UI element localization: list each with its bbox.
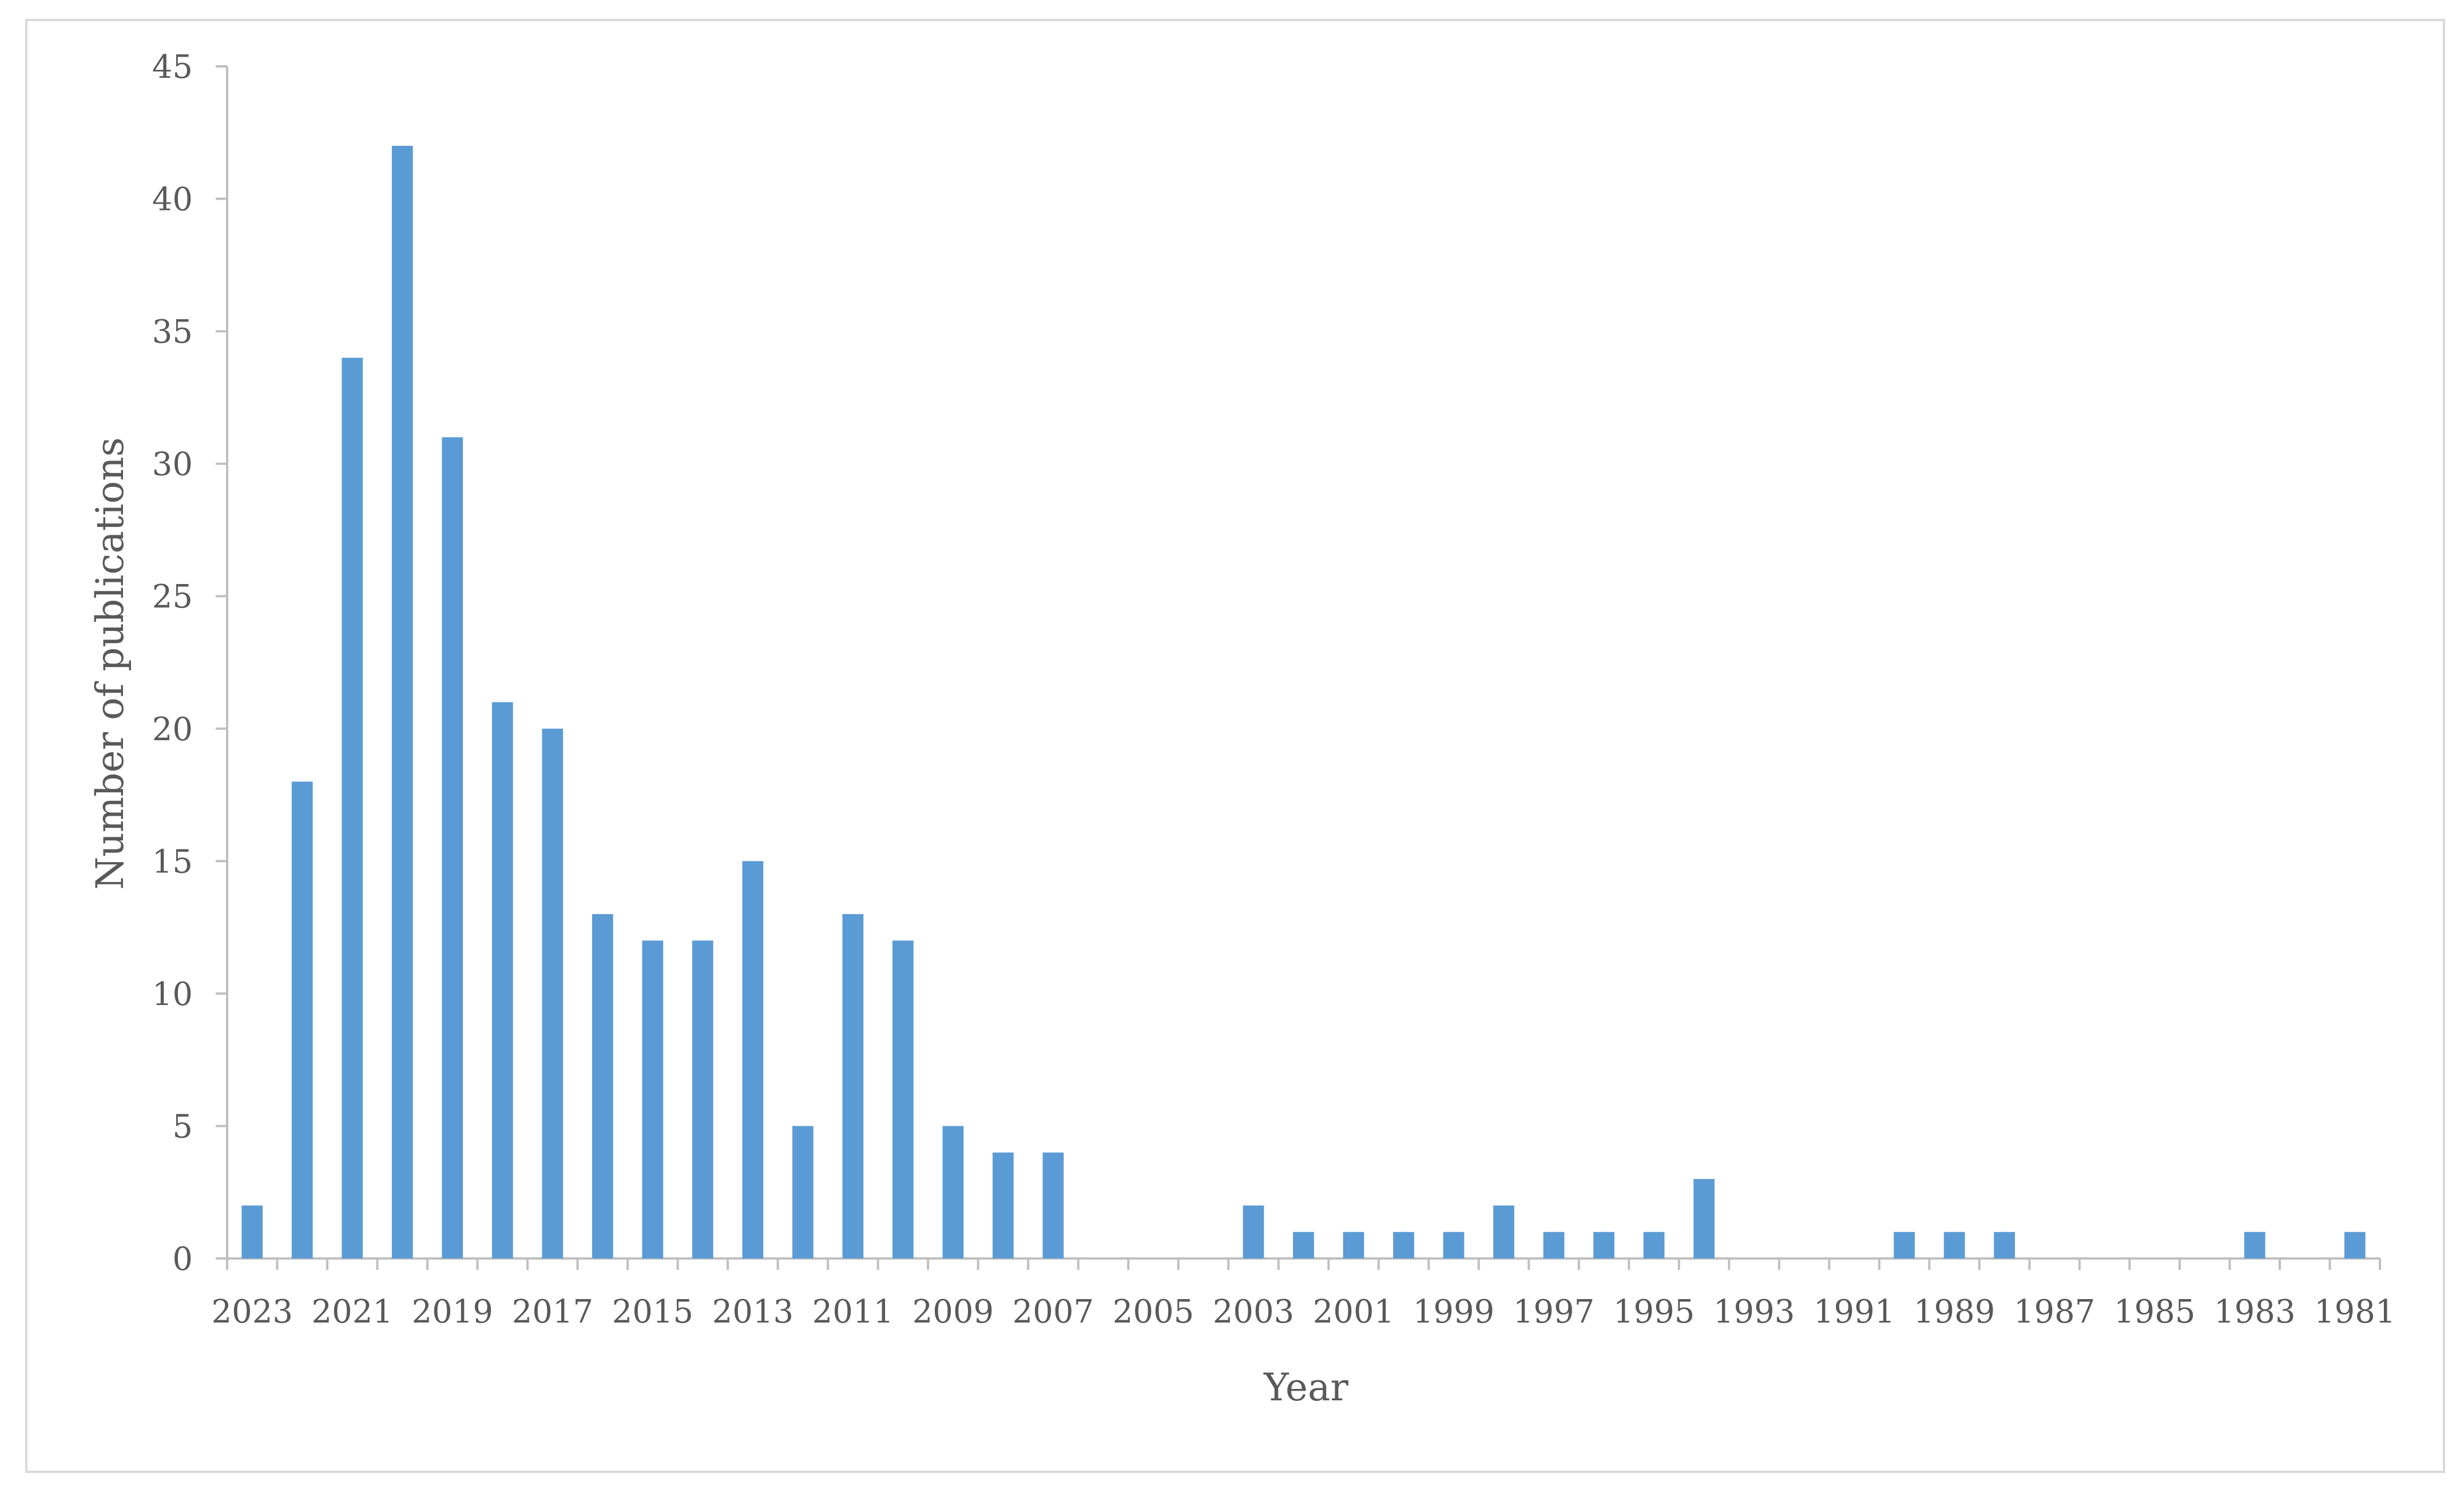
bar-2022	[291, 781, 313, 1258]
x-tick-label: 2007	[1013, 1293, 1094, 1331]
x-tick-label: 1993	[1713, 1293, 1795, 1331]
bar-2003	[1243, 1205, 1264, 1258]
y-tick-label: 5	[172, 1108, 193, 1145]
y-tick-label: 10	[152, 976, 193, 1013]
x-tick-label: 2009	[912, 1293, 994, 1331]
bar-2023	[241, 1205, 263, 1258]
x-tick-label: 2003	[1213, 1293, 1295, 1331]
x-tick-label: 2015	[612, 1293, 694, 1331]
bar-1995	[1643, 1232, 1665, 1258]
bar-1981	[2344, 1232, 2366, 1258]
bar-2009	[942, 1126, 964, 1258]
bar-2013	[742, 861, 764, 1258]
y-tick-label: 30	[152, 446, 193, 483]
bar-2010	[892, 940, 914, 1258]
bar-2000	[1393, 1232, 1414, 1258]
x-axis-title: Year	[1263, 1365, 1348, 1409]
bar-2007	[1042, 1152, 1064, 1258]
x-tick-label: 2021	[312, 1293, 394, 1331]
x-tick-label: 1985	[2114, 1293, 2196, 1331]
x-axis: 2023 2021 2019 2017 2015 2013 2011 2009 2007 2005…	[211, 1257, 2396, 1331]
y-tick-label: 40	[152, 181, 193, 219]
bar-2001	[1343, 1232, 1364, 1258]
x-tick-label: 1981	[2314, 1293, 2396, 1331]
bar-2008	[993, 1152, 1014, 1258]
y-axis-title: Number of publications	[88, 437, 132, 890]
bar-2012	[792, 1126, 814, 1258]
bar-2021	[342, 358, 363, 1258]
x-tick-label: 2001	[1313, 1293, 1395, 1331]
y-tick-label: 15	[152, 843, 193, 880]
x-tick-label: 1987	[2014, 1293, 2096, 1331]
x-tick-label: 2011	[812, 1293, 894, 1331]
bar-1996	[1593, 1232, 1614, 1258]
bar-1988	[1994, 1232, 2015, 1258]
x-tick-label: 2023	[211, 1293, 293, 1331]
x-tick-label: 2017	[512, 1293, 594, 1331]
x-tick-label: 1991	[1814, 1293, 1895, 1331]
y-tick-label: 35	[152, 313, 193, 351]
bar-1989	[1943, 1232, 1965, 1258]
y-tick-label: 25	[152, 578, 193, 616]
bar-2019	[442, 437, 463, 1259]
bar-2017	[542, 728, 564, 1258]
bar-1983	[2244, 1232, 2265, 1258]
x-tick-label: 1997	[1513, 1293, 1595, 1331]
bar-1999	[1443, 1232, 1465, 1258]
x-tick-label: 2013	[712, 1293, 794, 1331]
bar-1997	[1543, 1232, 1565, 1258]
y-tick-label: 0	[172, 1241, 193, 1278]
bar-1990	[1894, 1232, 1915, 1258]
x-tick-label: 1995	[1613, 1293, 1695, 1331]
x-tick-label: 1989	[1914, 1293, 1995, 1331]
y-tick-label: 45	[152, 49, 193, 86]
bar-2011	[842, 914, 864, 1258]
bar-1994	[1693, 1179, 1715, 1258]
bar-2020	[391, 145, 413, 1258]
bars	[241, 145, 2366, 1259]
bar-2018	[491, 702, 513, 1258]
bar-2002	[1293, 1232, 1314, 1258]
bar-2016	[592, 914, 613, 1258]
x-tick-label: 1999	[1413, 1293, 1495, 1331]
bar-2015	[642, 940, 664, 1258]
x-tick-label: 1983	[2214, 1293, 2296, 1331]
chart-frame	[25, 19, 2445, 1473]
x-tick-label: 2019	[412, 1293, 494, 1331]
y-tick-label: 20	[152, 711, 193, 748]
bar-2014	[692, 940, 713, 1258]
bar-1998	[1493, 1205, 1514, 1258]
y-axis: 0 5 10 15 20 25 30 35 40 45	[152, 49, 228, 1278]
x-tick-label: 2005	[1113, 1293, 1195, 1331]
